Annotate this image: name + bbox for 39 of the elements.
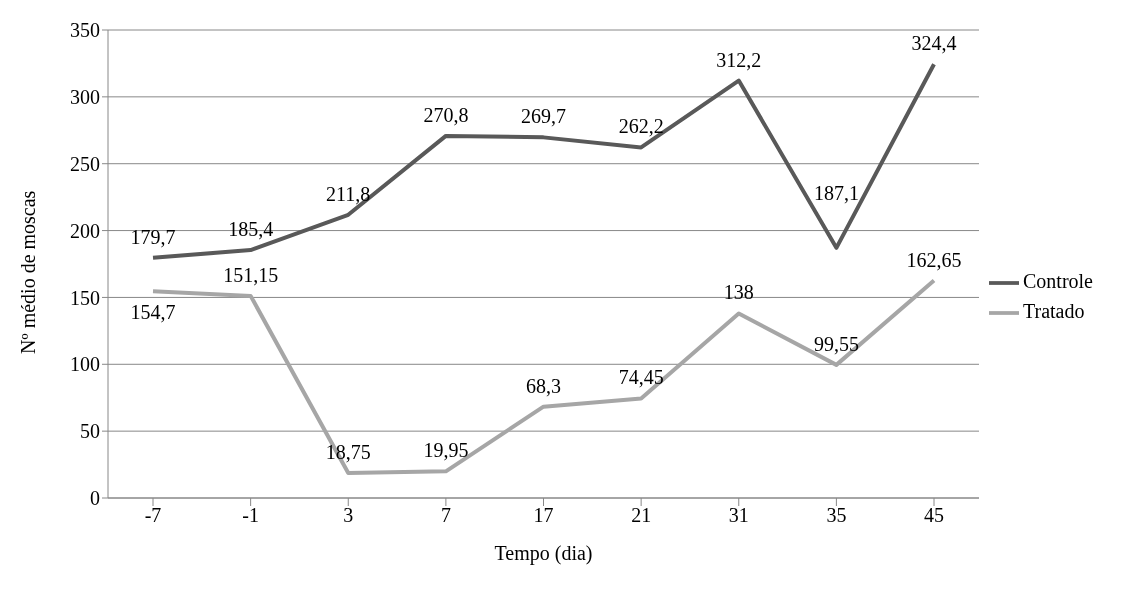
y-tick-label: 250	[70, 152, 100, 175]
x-axis-title: Tempo (dia)	[494, 542, 593, 565]
legend-label: Tratado	[1023, 299, 1085, 322]
data-label: 185,4	[228, 218, 274, 241]
x-tick-label: -1	[242, 504, 259, 527]
data-label: 68,3	[526, 374, 561, 397]
data-label: 74,45	[618, 366, 664, 389]
data-label: 18,75	[325, 440, 371, 463]
data-label: 162,65	[906, 248, 962, 271]
data-label: 312,2	[716, 48, 762, 71]
x-tick-label: 45	[924, 504, 944, 527]
legend-label: Controle	[1023, 269, 1093, 292]
x-tick-label: 7	[440, 504, 451, 527]
x-tick-label: 31	[728, 504, 749, 527]
y-tick-label: 150	[70, 286, 100, 309]
data-label: 19,95	[423, 439, 469, 462]
data-label: 270,8	[423, 103, 469, 126]
data-label: 138	[723, 281, 754, 304]
y-axis-title: Nº médio de moscas	[17, 190, 40, 354]
data-label: 324,4	[911, 32, 957, 55]
x-tick-label: 3	[343, 504, 354, 527]
y-tick-label: 350	[70, 19, 100, 42]
y-tick-label: 0	[90, 487, 100, 510]
x-tick-label: 17	[533, 504, 554, 527]
data-label: 262,2	[618, 115, 664, 138]
x-tick-label: -7	[144, 504, 162, 527]
x-tick-label: 21	[631, 504, 652, 527]
data-label: 269,7	[521, 105, 566, 128]
data-label: 99,55	[813, 332, 859, 355]
data-label: 151,15	[223, 263, 279, 286]
y-tick-label: 50	[80, 420, 100, 443]
data-label: 211,8	[326, 182, 371, 205]
data-label: 154,7	[130, 301, 176, 324]
y-tick-label: 200	[70, 219, 100, 242]
y-tick-label: 300	[70, 85, 100, 108]
data-label: 179,7	[130, 225, 176, 248]
data-label: 187,1	[813, 181, 859, 204]
y-tick-label: 100	[70, 353, 100, 376]
x-tick-label: 35	[826, 504, 847, 527]
